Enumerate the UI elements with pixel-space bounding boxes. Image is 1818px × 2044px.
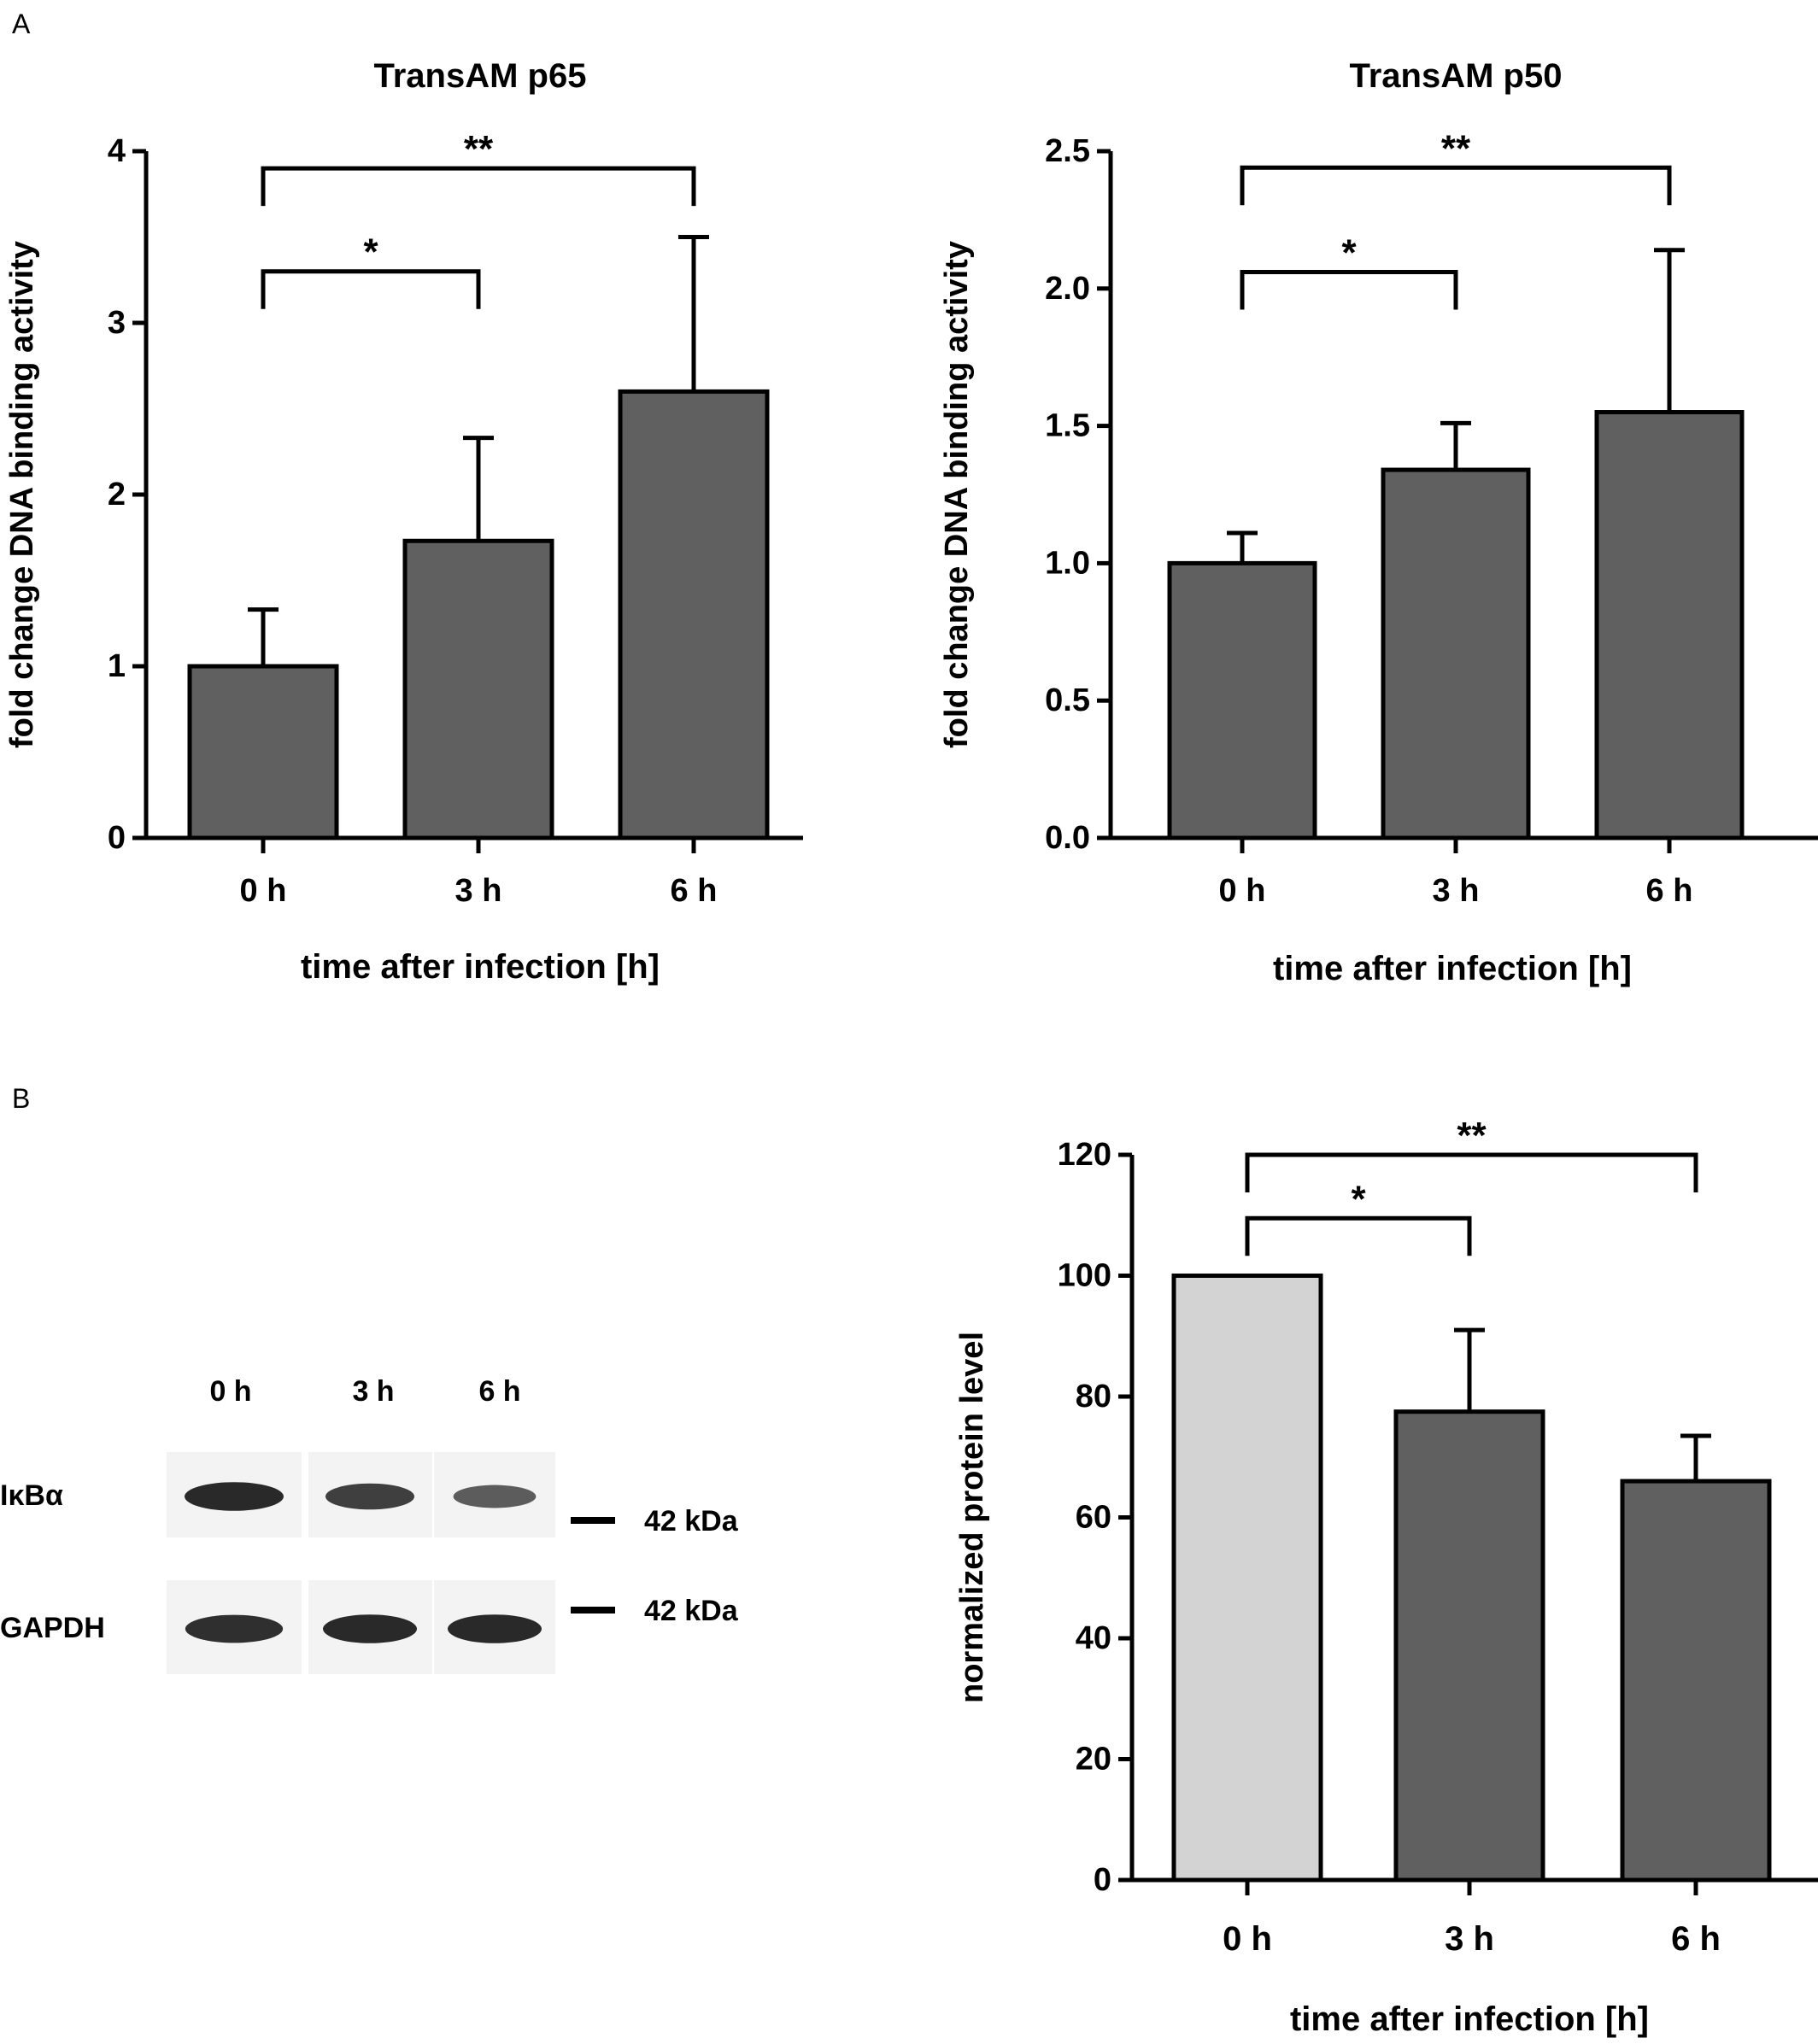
x-tick-label: 3 h	[455, 873, 502, 909]
bar	[1620, 1479, 1772, 1883]
x-tick-label: 3 h	[1445, 1920, 1494, 1958]
y-tick-label: 2	[108, 477, 126, 512]
significance-bracket	[261, 269, 481, 309]
y-tick-label: 0	[108, 820, 126, 856]
blot-lane-label: 6 h	[478, 1375, 520, 1408]
bar	[618, 389, 770, 840]
chart-title: TransAM p50	[1350, 57, 1563, 95]
bar	[1167, 560, 1317, 840]
x-tick-label: 0 h	[240, 873, 287, 909]
x-tick-label: 6 h	[1671, 1920, 1721, 1958]
y-axis-label: fold change DNA binding activity	[4, 241, 40, 748]
blot-band	[448, 1614, 542, 1643]
blot-band	[325, 1483, 415, 1510]
y-tick-label: 60	[1076, 1500, 1111, 1536]
x-tick-label: 6 h	[671, 873, 718, 909]
y-tick-label: 3	[108, 305, 126, 341]
bar	[187, 664, 339, 840]
blot-protein-label: IκBα	[0, 1479, 63, 1512]
y-tick-label: 80	[1076, 1379, 1111, 1414]
x-tick-label: 0 h	[1219, 873, 1266, 909]
significance-bracket	[1245, 1215, 1472, 1256]
bar	[1171, 1274, 1323, 1883]
y-tick-label: 40	[1076, 1620, 1111, 1656]
x-axis-label: time after infection [h]	[301, 948, 660, 986]
y-axis-label: fold change DNA binding activity	[939, 241, 975, 748]
y-tick-label: 4	[108, 133, 126, 169]
significance-label: *	[1341, 232, 1357, 274]
panel-label-a: A	[12, 9, 31, 39]
bar	[402, 538, 554, 840]
x-tick-label: 3 h	[1433, 873, 1480, 909]
y-tick-label: 100	[1058, 1258, 1111, 1294]
y-tick-label: 120	[1058, 1137, 1111, 1173]
significance-bracket	[261, 166, 696, 207]
blot-band	[453, 1485, 537, 1508]
x-axis-label: time after infection [h]	[1273, 950, 1632, 987]
y-tick-label: 0.0	[1045, 820, 1090, 856]
blot-lane-label: 0 h	[209, 1375, 251, 1408]
bar	[1393, 1409, 1545, 1883]
chart-normalized-protein: normalized protein level 0 20 40 60 80 100 120 0…	[954, 1115, 1818, 2038]
bar	[1594, 410, 1745, 840]
blot-band	[185, 1482, 284, 1511]
significance-bracket	[1240, 270, 1458, 310]
blot-band	[323, 1614, 417, 1643]
panel-label-b: B	[12, 1083, 31, 1114]
y-axis-label: normalized protein level	[954, 1332, 990, 1703]
marker-label: 42 kDa	[644, 1505, 739, 1537]
y-tick-label: 1.5	[1045, 408, 1090, 444]
significance-bracket	[1240, 165, 1672, 206]
significance-label: **	[1457, 1115, 1487, 1157]
x-axis-label: time after infection [h]	[1290, 2000, 1649, 2038]
y-tick-label: 1.0	[1045, 545, 1090, 581]
significance-bracket	[1245, 1152, 1698, 1192]
blot-lane-label: 3 h	[352, 1375, 394, 1408]
x-tick-label: 6 h	[1646, 873, 1693, 909]
western-blot: 0 h 3 h 6 h IκBα 42 kDa GAPDH 42 kDa	[0, 1375, 739, 1674]
blot-protein-label: GAPDH	[0, 1612, 105, 1644]
significance-label: **	[464, 128, 494, 170]
y-tick-label: 2.5	[1045, 133, 1090, 169]
significance-label: **	[1441, 127, 1471, 169]
chart-transam-p50: TransAM p50 fold change DNA binding activ…	[939, 57, 1818, 987]
chart-transam-p65: TransAM p65 fold change DNA binding activ…	[4, 57, 803, 986]
blot-band	[185, 1614, 284, 1643]
bar	[1381, 467, 1531, 840]
y-tick-label: 20	[1076, 1742, 1111, 1778]
chart-title: TransAM p65	[374, 57, 587, 95]
marker-label: 42 kDa	[644, 1595, 739, 1627]
y-tick-label: 1	[108, 648, 126, 684]
y-tick-label: 2.0	[1045, 271, 1090, 307]
x-tick-label: 0 h	[1223, 1920, 1272, 1958]
significance-label: *	[363, 231, 378, 273]
y-tick-label: 0.5	[1045, 682, 1090, 718]
y-tick-label: 0	[1094, 1862, 1111, 1898]
significance-label: *	[1351, 1178, 1366, 1220]
